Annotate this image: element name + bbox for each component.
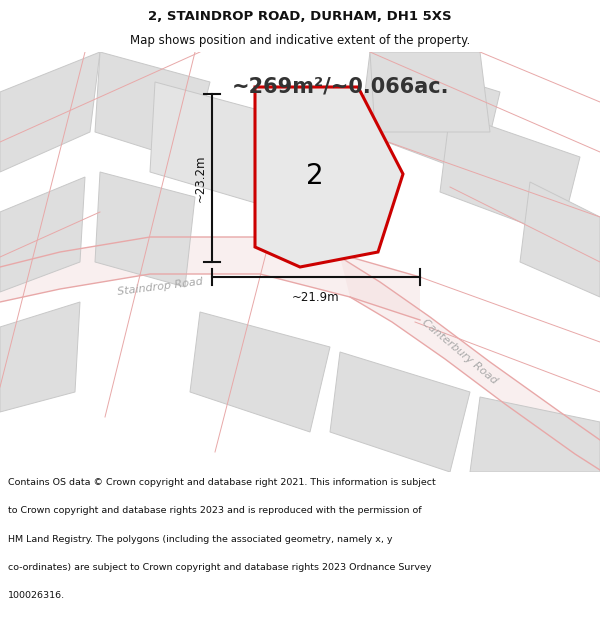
Text: co-ordinates) are subject to Crown copyright and database rights 2023 Ordnance S: co-ordinates) are subject to Crown copyr… xyxy=(8,563,431,572)
Polygon shape xyxy=(0,52,100,172)
Polygon shape xyxy=(520,182,600,297)
Polygon shape xyxy=(370,52,490,132)
Text: ~23.2m: ~23.2m xyxy=(193,154,206,202)
Polygon shape xyxy=(0,302,80,412)
Polygon shape xyxy=(330,352,470,472)
Polygon shape xyxy=(95,172,195,287)
Text: 100026316.: 100026316. xyxy=(8,591,65,601)
Polygon shape xyxy=(190,312,330,432)
Text: Canterbury Road: Canterbury Road xyxy=(421,318,500,386)
Polygon shape xyxy=(150,82,340,222)
Text: Map shows position and indicative extent of the property.: Map shows position and indicative extent… xyxy=(130,34,470,47)
Polygon shape xyxy=(0,237,420,320)
Text: to Crown copyright and database rights 2023 and is reproduced with the permissio: to Crown copyright and database rights 2… xyxy=(8,506,422,516)
Polygon shape xyxy=(255,87,403,267)
Text: ~21.9m: ~21.9m xyxy=(292,291,340,304)
Polygon shape xyxy=(0,177,85,292)
Text: ~269m²/~0.066ac.: ~269m²/~0.066ac. xyxy=(231,77,449,97)
Polygon shape xyxy=(95,52,210,162)
Text: Contains OS data © Crown copyright and database right 2021. This information is : Contains OS data © Crown copyright and d… xyxy=(8,478,436,487)
Polygon shape xyxy=(470,397,600,472)
Text: 2, STAINDROP ROAD, DURHAM, DH1 5XS: 2, STAINDROP ROAD, DURHAM, DH1 5XS xyxy=(148,11,452,23)
Polygon shape xyxy=(360,52,500,177)
Text: HM Land Registry. The polygons (including the associated geometry, namely x, y: HM Land Registry. The polygons (includin… xyxy=(8,535,392,544)
Polygon shape xyxy=(440,112,580,237)
Text: 2: 2 xyxy=(306,162,323,189)
Polygon shape xyxy=(340,257,600,470)
Text: Staindrop Road: Staindrop Road xyxy=(116,277,203,298)
